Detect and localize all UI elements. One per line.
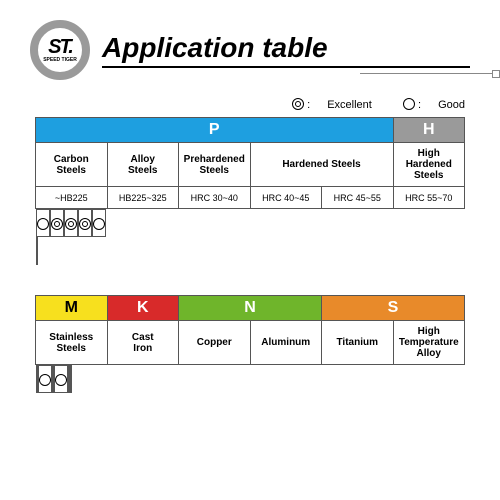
rating-cell	[78, 209, 92, 237]
material-row: CarbonSteelsAlloySteelsPrehardenedSteels…	[36, 143, 465, 187]
material-cell: Copper	[179, 321, 251, 365]
legend-excellent: : Excellent	[278, 99, 372, 111]
group-P: P	[36, 118, 394, 143]
table-mkns: MKNSStainlessSteelsCastIronCopperAluminu…	[35, 295, 465, 393]
material-cell: CarbonSteels	[36, 143, 108, 187]
rating-cell	[92, 209, 106, 237]
group-M: M	[36, 296, 108, 321]
excellent-icon	[79, 218, 91, 230]
excellent-icon	[51, 218, 63, 230]
good-icon	[93, 218, 105, 230]
good-icon	[403, 98, 415, 110]
material-row: StainlessSteelsCastIronCopperAluminumTit…	[36, 321, 465, 365]
group-K: K	[107, 296, 179, 321]
rating-cell	[38, 365, 52, 393]
group-S: S	[322, 296, 465, 321]
material-cell: Aluminum	[250, 321, 322, 365]
material-cell: StainlessSteels	[36, 321, 108, 365]
page-title: Application table	[102, 32, 470, 68]
legend-good: : Good	[389, 99, 465, 111]
logo: ST. SPEED TIGER	[30, 20, 90, 80]
material-cell: PrehardenedSteels	[179, 143, 251, 187]
title-line	[360, 73, 500, 74]
group-H: H	[393, 118, 465, 143]
group-N: N	[179, 296, 322, 321]
rating-row	[36, 209, 465, 266]
material-cell: High HardenedSteels	[393, 143, 465, 187]
title-wrap: Application table	[102, 32, 470, 68]
title-end-marker	[492, 70, 500, 78]
rating-cell	[64, 209, 78, 237]
rating-row	[36, 365, 465, 394]
material-cell: Titanium	[322, 321, 394, 365]
range-cell: HRC 55~70	[393, 187, 465, 209]
material-cell: CastIron	[107, 321, 179, 365]
excellent-icon	[292, 98, 304, 110]
good-icon	[39, 374, 51, 386]
excellent-icon	[65, 218, 77, 230]
range-cell: HRC 30~40	[179, 187, 251, 209]
rating-cell	[50, 209, 64, 237]
rating-cell	[54, 365, 68, 393]
material-cell: High TemperatureAlloy	[393, 321, 465, 365]
good-icon	[55, 374, 67, 386]
rating-cell	[36, 237, 38, 265]
group-row: PH	[36, 118, 465, 143]
range-cell: HB225~325	[107, 187, 179, 209]
range-cell: HRC 45~55	[322, 187, 394, 209]
range-row: ~HB225HB225~325HRC 30~40HRC 40~45HRC 45~…	[36, 187, 465, 209]
group-row: MKNS	[36, 296, 465, 321]
tables-container: PHCarbonSteelsAlloySteelsPrehardenedStee…	[0, 117, 500, 393]
legend: : Excellent : Good	[0, 90, 500, 117]
logo-subtext: SPEED TIGER	[43, 57, 77, 63]
header: ST. SPEED TIGER Application table	[0, 0, 500, 90]
rating-cell	[70, 365, 72, 393]
good-icon	[37, 218, 49, 230]
rating-cell	[36, 209, 50, 237]
logo-text: ST.	[48, 37, 72, 57]
range-cell: HRC 40~45	[250, 187, 322, 209]
material-cell: AlloySteels	[107, 143, 179, 187]
table-ph: PHCarbonSteelsAlloySteelsPrehardenedStee…	[35, 117, 465, 265]
material-cell: Hardened Steels	[250, 143, 393, 187]
range-cell: ~HB225	[36, 187, 108, 209]
